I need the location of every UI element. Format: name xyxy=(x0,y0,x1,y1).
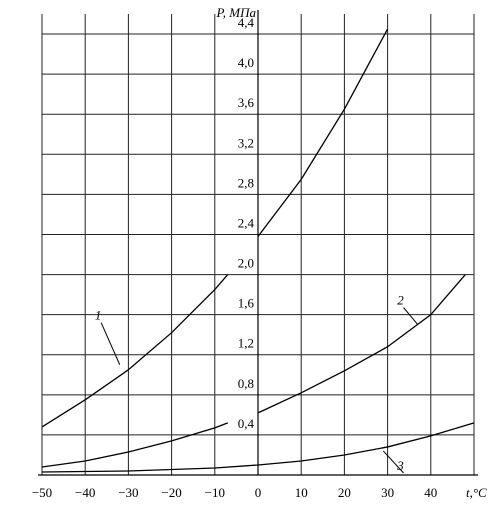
x-tick-label: 0 xyxy=(255,485,262,500)
x-tick-label: −50 xyxy=(32,485,52,500)
y-tick-label: 3,6 xyxy=(238,95,255,110)
leader-line xyxy=(403,307,419,325)
x-tick-label: −10 xyxy=(205,485,225,500)
y-axis-label: P, МПа xyxy=(216,5,257,20)
x-tick-label: 10 xyxy=(295,485,308,500)
y-tick-label: 3,2 xyxy=(238,135,254,150)
y-tick-label: 0,8 xyxy=(238,376,254,391)
leader-line xyxy=(382,450,404,474)
y-tick-label: 1,6 xyxy=(238,296,255,311)
curve-label: 3 xyxy=(396,458,404,473)
y-tick-label: 4,0 xyxy=(238,55,254,70)
leader-line xyxy=(100,322,121,365)
y-tick-label: 2,8 xyxy=(238,175,254,190)
x-tick-label: 30 xyxy=(381,485,394,500)
x-tick-label: −30 xyxy=(118,485,138,500)
y-tick-label: 4,4 xyxy=(238,15,255,30)
x-tick-label: −40 xyxy=(75,485,95,500)
curve-label: 1 xyxy=(95,308,102,323)
x-axis-label: t,°C xyxy=(466,485,487,500)
curve xyxy=(41,422,475,473)
y-tick-label: 0,4 xyxy=(238,416,255,431)
y-tick-label: 2,0 xyxy=(238,256,254,271)
y-tick-label: 1,2 xyxy=(238,336,254,351)
x-tick-label: −20 xyxy=(161,485,181,500)
x-tick-label: 20 xyxy=(338,485,351,500)
curve xyxy=(41,274,229,428)
y-tick-label: 2,4 xyxy=(238,215,255,230)
curve xyxy=(257,28,389,237)
curve xyxy=(257,274,466,414)
x-tick-label: 40 xyxy=(424,485,437,500)
curve-label: 2 xyxy=(397,293,404,308)
curve xyxy=(41,422,228,468)
